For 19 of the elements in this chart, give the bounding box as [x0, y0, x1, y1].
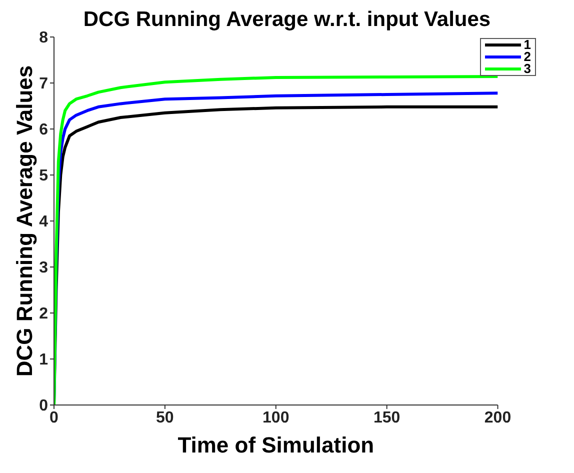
- x-tick-label: 100: [262, 409, 290, 426]
- legend-label: 2: [524, 49, 531, 64]
- y-tick-label: 8: [39, 30, 48, 47]
- x-axis-title: Time of Simulation: [178, 432, 374, 458]
- legend-label: 3: [524, 61, 531, 76]
- y-tick-label: 7: [39, 76, 48, 93]
- y-tick-label: 0: [39, 398, 48, 415]
- y-axis-title: DCG Running Average Values: [12, 65, 37, 377]
- y-tick-label: 4: [39, 214, 48, 231]
- chart-title: DCG Running Average w.r.t. input Values: [83, 8, 491, 31]
- y-tick-label: 5: [39, 168, 48, 185]
- y-tick-label: 3: [39, 260, 48, 277]
- x-tick-label: 200: [484, 409, 512, 426]
- legend-label: 1: [524, 37, 531, 52]
- x-tick-label: 50: [156, 409, 174, 426]
- y-tick-label: 2: [39, 306, 48, 323]
- y-tick-label: 6: [39, 122, 48, 139]
- x-tick-label: 150: [373, 409, 400, 426]
- y-tick-label: 1: [39, 352, 48, 369]
